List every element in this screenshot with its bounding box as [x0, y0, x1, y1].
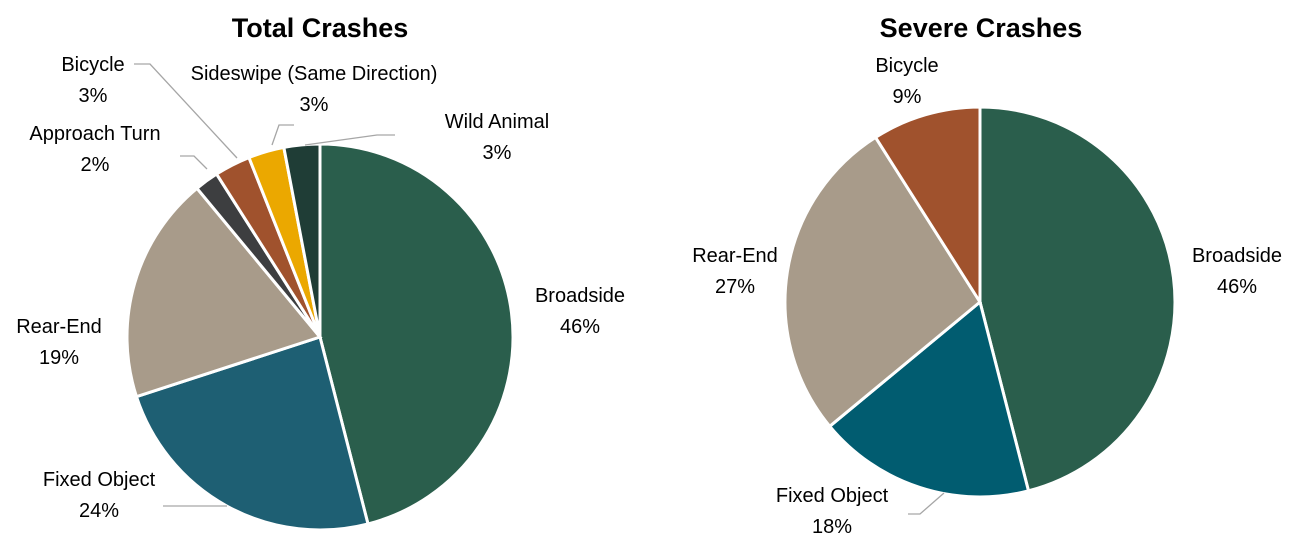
slice-category-label: Rear-End [16, 316, 102, 338]
slice-percent-label: 18% [812, 516, 852, 536]
slice-label-broadside: Broadside 46% [535, 285, 625, 338]
slice-category-label: Fixed Object [43, 469, 156, 491]
pie-slice-fixed-object [134, 335, 370, 532]
pie-slice-bicycle [873, 105, 982, 308]
pie-slice-rear-end [783, 135, 982, 429]
pie-slice-broadside [978, 105, 1177, 493]
total-crashes-title: Total Crashes [232, 13, 409, 43]
leader-line-fixed-object [908, 492, 945, 515]
slice-label-rear-end: Rear-End 27% [692, 245, 778, 298]
slice-label-wild-animal: Wild Animal 3% [445, 111, 549, 164]
slice-percent-label: 9% [893, 86, 922, 108]
slice-label-sideswipe-same-direction: Sideswipe (Same Direction) 3% [191, 63, 438, 116]
slice-percent-label: 3% [79, 85, 108, 107]
pie-slice-broadside [318, 142, 515, 526]
slice-percent-label: 46% [1217, 276, 1257, 298]
slice-percent-label: 46% [560, 316, 600, 338]
slice-percent-label: 24% [79, 500, 119, 522]
severe-crashes-leader-lines [908, 492, 945, 515]
total-crashes-chart: Total Crashes Broadside 46% Fixed Object 24… [16, 13, 625, 532]
total-crashes-labels: Broadside 46% Fixed Object 24% Rear-End 19% Ap… [16, 54, 625, 522]
leader-line-approach-turn [180, 155, 208, 170]
slice-percent-label: 3% [483, 142, 512, 164]
slice-percent-label: 19% [39, 347, 79, 369]
slice-percent-label: 2% [81, 154, 110, 176]
slice-category-label: Sideswipe (Same Direction) [191, 63, 438, 85]
leader-line-bicycle [134, 63, 238, 159]
pie-slice-rear-end [125, 186, 323, 399]
severe-crashes-labels: Broadside 46% Fixed Object 18% Rear-End 27% Bi… [692, 55, 1282, 536]
pie-slice-fixed-object [827, 299, 1031, 499]
severe-crashes-title: Severe Crashes [880, 13, 1083, 43]
slice-percent-label: 3% [300, 94, 329, 116]
leader-line-wild-animal [304, 134, 395, 146]
slice-category-label: Fixed Object [776, 485, 889, 507]
slice-category-label: Rear-End [692, 245, 778, 267]
slice-category-label: Wild Animal [445, 111, 549, 133]
slice-label-approach-turn: Approach Turn 2% [29, 123, 160, 176]
total-crashes-pie [125, 142, 515, 532]
slice-category-label: Broadside [535, 285, 625, 307]
severe-crashes-chart: Severe Crashes Broadside 46% Fixed Object 1… [692, 13, 1282, 536]
slice-label-bicycle: Bicycle 3% [61, 54, 124, 107]
slice-category-label: Approach Turn [29, 123, 160, 145]
severe-crashes-pie [783, 105, 1177, 499]
slice-category-label: Bicycle [875, 55, 938, 77]
slice-label-broadside: Broadside 46% [1192, 245, 1282, 298]
total-crashes-leader-lines [134, 63, 395, 507]
pie-slice-wild-animal [282, 142, 322, 338]
slice-label-rear-end: Rear-End 19% [16, 316, 102, 369]
slice-label-fixed-object: Fixed Object 24% [43, 469, 156, 522]
slice-label-fixed-object: Fixed Object 18% [776, 485, 889, 536]
slice-percent-label: 27% [715, 276, 755, 298]
leader-line-sideswipe-same-direction [271, 124, 294, 146]
slice-category-label: Bicycle [61, 54, 124, 76]
slice-label-bicycle: Bicycle 9% [875, 55, 938, 108]
slice-category-label: Broadside [1192, 245, 1282, 267]
